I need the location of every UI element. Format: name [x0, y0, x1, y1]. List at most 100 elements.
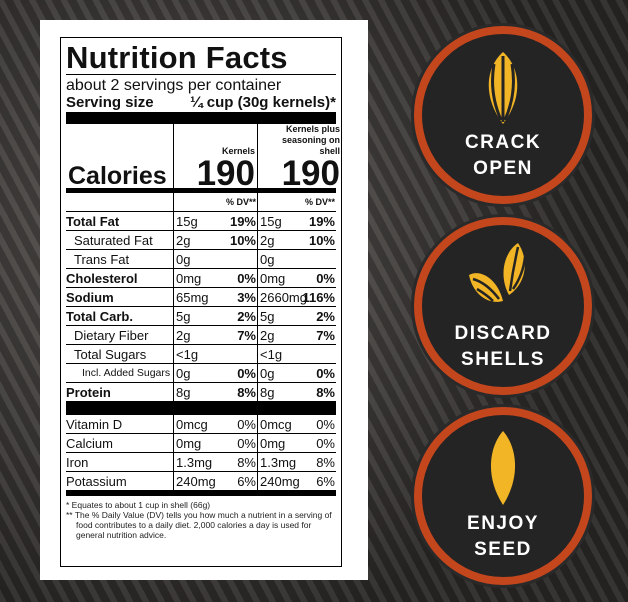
daily-value: 8%: [237, 454, 256, 470]
serving-size-label: Serving size: [66, 94, 154, 111]
calories-value: 190: [196, 154, 255, 193]
amount: 8g: [257, 383, 302, 401]
amount: 2g: [257, 326, 302, 344]
amount: 65mg: [173, 288, 218, 306]
title: Nutrition Facts: [66, 38, 336, 75]
amount: 0mcg: [257, 415, 302, 433]
step-discard: DISCARD SHELLS: [414, 217, 592, 395]
step-text: DISCARD SHELLS: [422, 321, 584, 373]
daily-value: 8%: [316, 384, 335, 400]
amount: <1g: [173, 345, 218, 363]
amount: 15g: [257, 212, 302, 230]
amount: 5g: [173, 307, 218, 325]
column-header: Kernels: [221, 146, 255, 156]
amount: 2g: [257, 231, 302, 249]
nutrient-name: Protein: [66, 384, 111, 400]
daily-value: 10%: [308, 232, 335, 248]
cell: Kernels plus seasoning on shell 190: [257, 124, 342, 191]
daily-value: 19%: [229, 213, 256, 229]
nutrient-name: Calcium: [66, 435, 113, 451]
daily-value: 7%: [237, 327, 256, 343]
step-text: ENJOY SEED: [422, 511, 584, 563]
nutrient-row: Trans Fat 0g 0g: [66, 250, 336, 269]
column-header: Kernels plus seasoning on shell: [281, 124, 340, 156]
cell: Calories: [66, 124, 173, 191]
daily-value: 0%: [316, 416, 335, 432]
step-crack: CRACK OPEN: [414, 26, 592, 204]
serving-size: Serving size ¼ cup (30g kernels)*: [66, 94, 336, 111]
daily-value: 0%: [316, 270, 335, 286]
nutrient-name: Saturated Fat: [74, 232, 153, 248]
nutrient-name: Vitamin D: [66, 416, 123, 432]
calories-block: Calories Kernels 190 Kernels plus seasoni…: [66, 124, 340, 191]
daily-value: 0%: [237, 416, 256, 432]
amount: 0mg: [173, 269, 218, 287]
nutrient-name: Dietary Fiber: [74, 327, 149, 343]
daily-value: 7%: [316, 327, 335, 343]
nutrient-row: Vitamin D 0mcg 0% 0mcg 0%: [66, 415, 336, 434]
amount: 240mg: [257, 472, 302, 490]
amount: 8g: [173, 383, 218, 401]
nutrient-row: Cholesterol 0mg 0% 0mg 0%: [66, 269, 336, 288]
amount: 0mg: [257, 434, 302, 452]
calories-label: Calories: [68, 162, 167, 190]
nutrient-name: Total Fat: [66, 213, 120, 229]
amount: 0g: [173, 250, 218, 268]
daily-value: 10%: [229, 232, 256, 248]
daily-value: 8%: [237, 384, 256, 400]
amount: 1.3mg: [257, 453, 302, 471]
amount: 0mg: [173, 434, 218, 452]
step-line: SHELLS: [461, 349, 545, 370]
kernel-icon: [490, 431, 516, 505]
nutrient-rows: Total Fat 15g 19% 15g 19% Saturated Fat 2g 10% 2…: [66, 212, 336, 402]
amount: 15g: [173, 212, 218, 230]
step-line: SEED: [474, 539, 532, 560]
divider: [66, 491, 336, 496]
nutrient-name: Cholesterol: [66, 270, 138, 286]
dv-header: % DV** % DV**: [66, 193, 336, 212]
nutrient-name: Total Sugars: [74, 346, 147, 362]
cell: Kernels 190: [173, 124, 257, 191]
daily-value: 2%: [237, 308, 256, 324]
amount: 0g: [257, 250, 302, 268]
amount: 2g: [173, 231, 218, 249]
dv-header-text: % DV**: [225, 197, 256, 207]
nutrient-name: Iron: [66, 454, 89, 470]
nutrient-name: Sodium: [66, 289, 114, 305]
divider: [66, 402, 336, 415]
nutrient-row: Incl. Added Sugars 0g 0% 0g 0%: [66, 364, 336, 383]
step-text: CRACK OPEN: [422, 130, 584, 182]
servings: about 2 servings per container: [66, 77, 282, 94]
step-line: OPEN: [473, 158, 533, 179]
amount: 0mcg: [173, 415, 218, 433]
amount: 0mg: [257, 269, 302, 287]
daily-value: 116%: [302, 289, 335, 305]
amount: 1.3mg: [173, 453, 218, 471]
nutrient-row: Saturated Fat 2g 10% 2g 10%: [66, 231, 336, 250]
nutrient-row: Total Fat 15g 19% 15g 19%: [66, 212, 336, 231]
divider: [66, 188, 336, 193]
nutrient-row: Potassium 240mg 6% 240mg 6%: [66, 472, 336, 491]
shell-icon: [469, 243, 527, 302]
calories-value: 190: [281, 154, 340, 193]
footnote: * Equates to about 1 cup in shell (66g): [66, 500, 211, 510]
vitamin-rows: Vitamin D 0mcg 0% 0mcg 0% Calcium 0mg 0% 0mg 0% Ir…: [66, 415, 336, 491]
daily-value: 6%: [237, 473, 256, 489]
nutrient-row: Iron 1.3mg 8% 1.3mg 8%: [66, 453, 336, 472]
nutrient-row: Dietary Fiber 2g 7% 2g 7%: [66, 326, 336, 345]
nutrient-row: Calcium 0mg 0% 0mg 0%: [66, 434, 336, 453]
footnote: ** The % Daily Value (DV) tells you how …: [66, 510, 332, 540]
daily-value: 0%: [237, 365, 256, 381]
daily-value: 0%: [316, 365, 335, 381]
daily-value: 0%: [237, 270, 256, 286]
step-line: CRACK: [464, 132, 542, 153]
divider: [66, 112, 336, 124]
daily-value: 8%: [316, 454, 335, 470]
daily-value: 6%: [316, 473, 335, 489]
amount: 0g: [173, 364, 218, 382]
daily-value: 19%: [308, 213, 335, 229]
seed-icon: [488, 52, 518, 124]
step-line: DISCARD: [454, 323, 552, 344]
nutrient-row: Total Sugars <1g <1g: [66, 345, 336, 364]
